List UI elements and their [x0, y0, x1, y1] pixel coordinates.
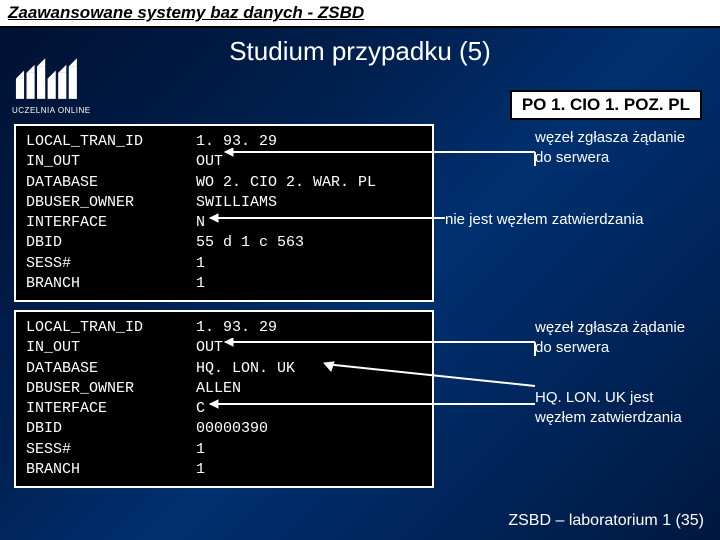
value: 1. 93. 29: [196, 318, 295, 338]
arrow-icon: [220, 338, 540, 360]
label: IN_OUT: [26, 338, 196, 358]
label: IN_OUT: [26, 152, 196, 172]
code-block-2-labels: LOCAL_TRAN_ID IN_OUT DATABASE DBUSER_OWN…: [26, 318, 196, 480]
value: WO 2. CIO 2. WAR. PL: [196, 173, 376, 193]
annotation-text: do serwera: [535, 148, 685, 168]
value: ALLEN: [196, 379, 295, 399]
arrow-icon: [205, 398, 540, 410]
label: LOCAL_TRAN_ID: [26, 318, 196, 338]
label: DBUSER_OWNER: [26, 193, 196, 213]
value: 1: [196, 274, 376, 294]
label: DATABASE: [26, 359, 196, 379]
header-text: Zaawansowane systemy baz danych - ZSBD: [8, 3, 364, 22]
label: DBUSER_OWNER: [26, 379, 196, 399]
label: BRANCH: [26, 460, 196, 480]
label: DBID: [26, 233, 196, 253]
label: SESS#: [26, 440, 196, 460]
po-box: PO 1. CIO 1. POZ. PL: [510, 90, 702, 120]
label: LOCAL_TRAN_ID: [26, 132, 196, 152]
label: INTERFACE: [26, 399, 196, 419]
arrow-icon: [220, 148, 540, 170]
label: BRANCH: [26, 274, 196, 294]
value: SWILLIAMS: [196, 193, 376, 213]
annotation-text: węzeł zgłasza żądanie: [535, 128, 685, 148]
annotation-text: HQ. LON. UK jest: [535, 388, 682, 408]
value: 1: [196, 460, 295, 480]
arrow-icon: [320, 360, 540, 390]
label: INTERFACE: [26, 213, 196, 233]
annotation-text: węzeł zgłasza żądanie: [535, 318, 685, 338]
label: SESS#: [26, 254, 196, 274]
annotation-text: do serwera: [535, 338, 685, 358]
annotation-text: nie jest węzłem zatwierdzania: [445, 211, 643, 228]
annotation-text: węzłem zatwierdzania: [535, 408, 682, 428]
value: 1: [196, 440, 295, 460]
label: DATABASE: [26, 173, 196, 193]
annotation-1: węzeł zgłasza żądanie do serwera: [535, 128, 685, 167]
page-title: Studium przypadku (5): [0, 36, 720, 67]
value: 55 d 1 c 563: [196, 233, 376, 253]
annotation-3: węzeł zgłasza żądanie do serwera: [535, 318, 685, 357]
annotation-4: HQ. LON. UK jest węzłem zatwierdzania: [535, 388, 682, 427]
footer-text: ZSBD – laboratorium 1 (35): [508, 512, 704, 529]
value: 00000390: [196, 419, 295, 439]
po-box-text: PO 1. CIO 1. POZ. PL: [522, 95, 690, 114]
label: DBID: [26, 419, 196, 439]
value: 1: [196, 254, 376, 274]
value: HQ. LON. UK: [196, 359, 295, 379]
logo: [10, 42, 95, 107]
arrow-icon: [205, 212, 450, 224]
header-band: Zaawansowane systemy baz danych - ZSBD: [0, 0, 720, 28]
footer: ZSBD – laboratorium 1 (35): [508, 512, 704, 530]
annotation-2: nie jest węzłem zatwierdzania: [445, 210, 643, 230]
logo-text: UCZELNIA ONLINE: [12, 106, 91, 115]
code-block-1-labels: LOCAL_TRAN_ID IN_OUT DATABASE DBUSER_OWN…: [26, 132, 196, 294]
